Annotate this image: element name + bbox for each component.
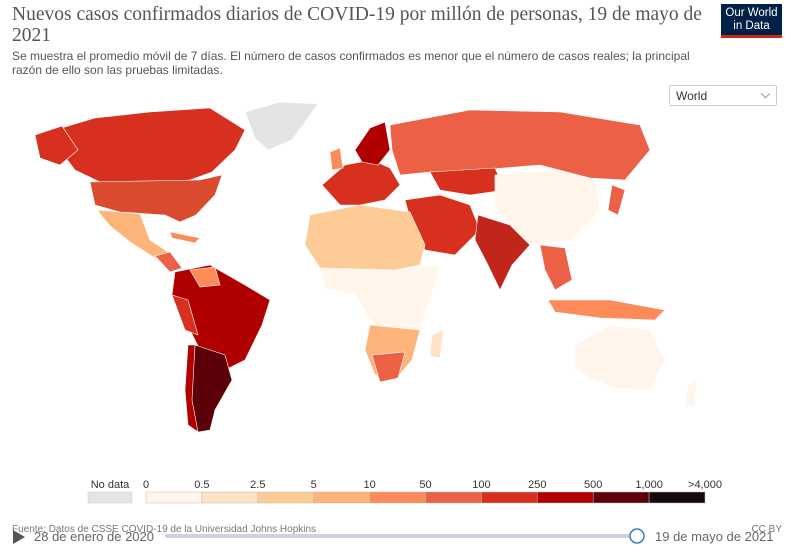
legend-swatch — [537, 491, 594, 504]
legend-swatch — [425, 491, 482, 504]
legend-label: 100 — [472, 479, 490, 491]
legend-swatch — [257, 491, 314, 504]
legend-label: 50 — [419, 479, 431, 491]
legend-swatch — [369, 491, 426, 504]
no-data-label: No data — [91, 479, 130, 491]
legend: 0 0.5 2.5 5 10 50 100 250 500 1,000 >4,000 — [143, 479, 722, 504]
mexico — [96, 209, 169, 259]
india — [474, 214, 531, 291]
uk — [329, 147, 344, 171]
usa — [89, 174, 223, 223]
central-america — [154, 251, 183, 273]
kazakhstan — [429, 167, 506, 196]
legend-swatch — [201, 491, 259, 504]
caribbean — [169, 231, 201, 244]
legend-swatch — [592, 491, 650, 504]
timeline-end: 19 de mayo de 2021 — [655, 529, 774, 544]
japan — [607, 184, 626, 216]
play-button[interactable] — [13, 530, 25, 544]
greenland — [244, 101, 319, 151]
logo[interactable]: Our World in Data — [721, 4, 782, 38]
venezuela — [189, 266, 221, 288]
madagascar — [429, 329, 444, 359]
russia — [389, 109, 651, 181]
new-zealand — [683, 379, 699, 409]
license[interactable]: CC BY — [751, 524, 782, 535]
southeast-asia — [539, 244, 573, 291]
scandinavia — [354, 121, 391, 166]
logo-line: in Data — [733, 20, 770, 32]
africa-north — [304, 204, 426, 271]
legend-label: 250 — [528, 479, 546, 491]
legend-label: 1,000 — [635, 479, 663, 491]
legend-swatch — [145, 491, 203, 504]
source: Fuente: Datos de CSSE COVID-19 de la Uni… — [12, 524, 316, 535]
china — [494, 169, 601, 246]
indonesia — [547, 299, 666, 321]
chile — [184, 344, 199, 433]
legend-swatch — [648, 491, 706, 504]
legend-label: 0 — [143, 479, 149, 491]
legend-label: >4,000 — [688, 479, 722, 491]
legend-swatch — [481, 491, 538, 504]
alaska — [34, 125, 79, 166]
peru — [171, 294, 199, 336]
canada — [47, 107, 246, 183]
timeline-start: 28 de enero de 2020 — [34, 529, 154, 544]
legend-label: 2.5 — [250, 479, 265, 491]
legend-label: 5 — [311, 479, 317, 491]
title: Nuevos casos confirmados diarios de COVI… — [12, 4, 702, 46]
australia — [574, 324, 666, 391]
logo-line: Our World — [725, 7, 778, 19]
timeline-track — [165, 534, 637, 538]
legend-label: 10 — [363, 479, 375, 491]
argentina — [189, 344, 233, 433]
south-africa — [371, 351, 406, 383]
legend-label: 0.5 — [194, 479, 209, 491]
legend-swatch — [313, 491, 370, 504]
subtitle: Se muestra el promedio móvil de 7 días. … — [12, 49, 690, 77]
no-data-swatch — [87, 491, 133, 504]
europe-west — [321, 159, 401, 206]
timeline-handle[interactable] — [629, 528, 645, 544]
legend-label: 500 — [584, 479, 602, 491]
countries — [34, 101, 699, 433]
region-selector[interactable]: World — [669, 85, 777, 106]
